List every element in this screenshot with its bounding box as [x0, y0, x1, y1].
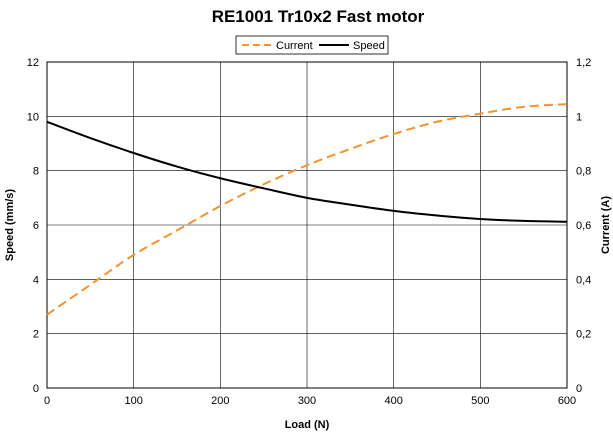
legend-label-current: Current — [276, 40, 313, 52]
y-right-tick-label: 0,8 — [576, 166, 591, 178]
series-line-current — [46, 103, 568, 316]
x-tick-label: 200 — [211, 395, 229, 407]
x-tick-label: 400 — [384, 395, 402, 407]
x-tick-label: 100 — [124, 395, 142, 407]
y-left-tick-label: 6 — [33, 220, 39, 232]
y-right-axis-title: Current (A) — [600, 196, 612, 254]
y-left-tick-label: 0 — [33, 383, 39, 395]
legend-label-speed: Speed — [353, 40, 385, 52]
x-axis-ticks: 0 100 200 300 400 500 600 — [44, 395, 576, 407]
x-tick-label: 500 — [471, 395, 489, 407]
y-right-axis-ticks: 0 0,2 0,4 0,6 0,8 1 1,2 — [576, 57, 591, 395]
series-lines — [46, 103, 568, 316]
series-line-speed — [46, 120, 568, 223]
gridlines — [47, 62, 567, 388]
y-left-tick-label: 10 — [27, 111, 39, 123]
x-tick-label: 0 — [44, 395, 50, 407]
chart-title: RE1001 Tr10x2 Fast motor — [212, 7, 425, 26]
x-tick-label: 300 — [298, 395, 316, 407]
y-right-tick-label: 0 — [576, 383, 582, 395]
y-left-tick-label: 2 — [33, 329, 39, 341]
y-right-tick-label: 1,2 — [576, 57, 591, 69]
y-left-tick-label: 12 — [27, 57, 39, 69]
y-right-tick-label: 0,4 — [576, 274, 591, 286]
y-left-tick-label: 8 — [33, 166, 39, 178]
legend-box — [235, 35, 389, 55]
y-right-tick-label: 0,2 — [576, 329, 591, 341]
x-axis-title: Load (N) — [285, 419, 330, 431]
y-left-axis-title: Speed (mm/s) — [4, 189, 16, 261]
y-left-tick-label: 4 — [33, 274, 39, 286]
y-left-axis-ticks: 0 2 4 6 8 10 12 — [27, 57, 39, 395]
x-tick-label: 600 — [558, 395, 576, 407]
y-right-tick-label: 0,6 — [576, 220, 591, 232]
y-right-tick-label: 1 — [576, 111, 582, 123]
legend: Current Speed — [235, 35, 389, 55]
